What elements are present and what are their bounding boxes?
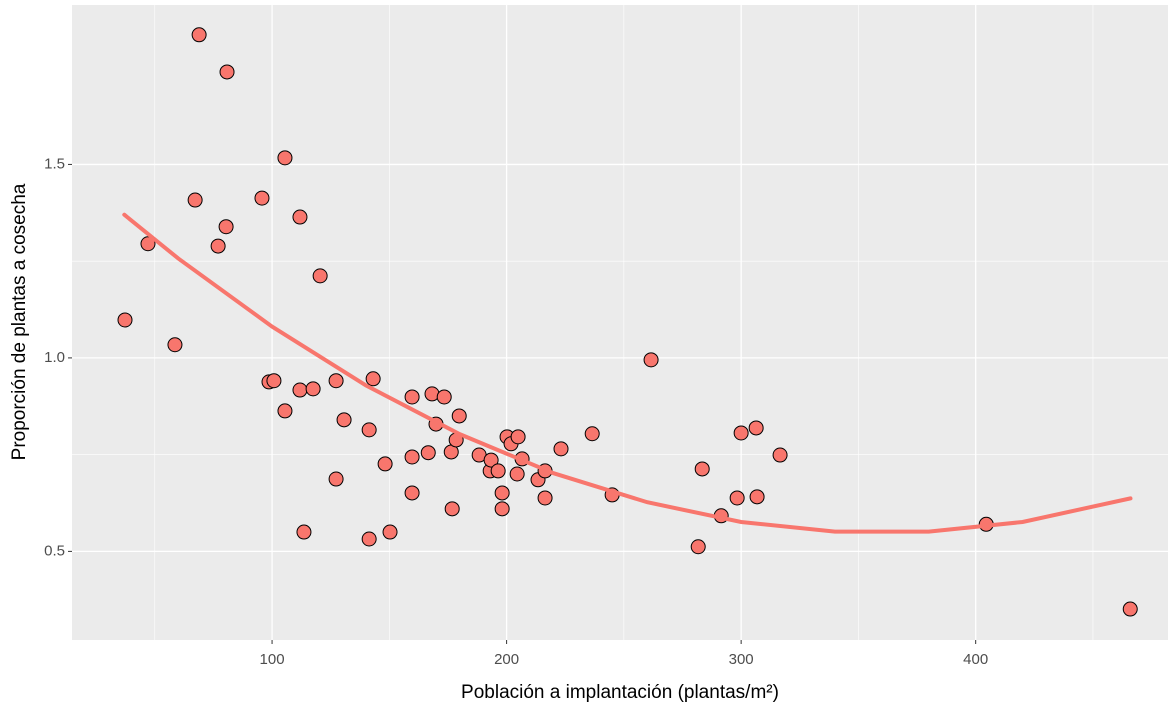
point bbox=[328, 373, 344, 389]
y-tick-label: 1.0 bbox=[44, 349, 65, 366]
point bbox=[494, 485, 510, 501]
point bbox=[509, 466, 525, 482]
point bbox=[694, 461, 710, 477]
point bbox=[365, 371, 381, 387]
y-tick-label: 1.5 bbox=[44, 155, 65, 172]
point bbox=[312, 268, 328, 284]
point bbox=[254, 190, 270, 206]
point bbox=[424, 386, 440, 402]
point bbox=[140, 236, 156, 252]
point bbox=[490, 463, 506, 479]
fit-line bbox=[122, 212, 1133, 534]
point bbox=[749, 489, 765, 505]
x-tick-label: 100 bbox=[260, 651, 285, 668]
marks bbox=[117, 27, 1138, 617]
point bbox=[210, 238, 226, 254]
x-tick-label: 300 bbox=[729, 651, 754, 668]
point bbox=[404, 449, 420, 465]
point bbox=[733, 425, 749, 441]
point bbox=[305, 381, 321, 397]
x-tick-label: 200 bbox=[494, 651, 519, 668]
point bbox=[328, 471, 344, 487]
point bbox=[167, 337, 183, 353]
point bbox=[584, 426, 600, 442]
point bbox=[382, 524, 398, 540]
point bbox=[436, 389, 452, 405]
grid bbox=[72, 5, 1168, 640]
point bbox=[772, 447, 788, 463]
point bbox=[266, 373, 282, 389]
point bbox=[117, 312, 133, 328]
point bbox=[336, 412, 352, 428]
point bbox=[361, 531, 377, 547]
point bbox=[404, 389, 420, 405]
point bbox=[219, 64, 235, 80]
point bbox=[483, 452, 499, 468]
point bbox=[292, 209, 308, 225]
point bbox=[494, 501, 510, 517]
point bbox=[377, 456, 393, 472]
point bbox=[277, 150, 293, 166]
point bbox=[553, 441, 569, 457]
point bbox=[510, 429, 526, 445]
point bbox=[537, 490, 553, 506]
point bbox=[643, 352, 659, 368]
point bbox=[420, 445, 436, 461]
x-tick-label: 400 bbox=[963, 651, 988, 668]
point bbox=[1122, 601, 1138, 617]
point bbox=[361, 422, 377, 438]
point bbox=[187, 192, 203, 208]
point bbox=[296, 524, 312, 540]
point bbox=[218, 219, 234, 235]
point bbox=[191, 27, 207, 43]
point bbox=[748, 420, 764, 436]
point bbox=[444, 501, 460, 517]
point bbox=[277, 403, 293, 419]
y-axis-title: Proporción de plantas a cosecha bbox=[9, 183, 30, 460]
point bbox=[404, 485, 420, 501]
x-axis-title: Población a implantación (plantas/m²) bbox=[461, 682, 779, 703]
point bbox=[690, 539, 706, 555]
point bbox=[292, 382, 308, 398]
point bbox=[451, 408, 467, 424]
panel bbox=[72, 5, 1168, 640]
y-tick-label: 0.5 bbox=[44, 542, 65, 559]
point bbox=[729, 490, 745, 506]
